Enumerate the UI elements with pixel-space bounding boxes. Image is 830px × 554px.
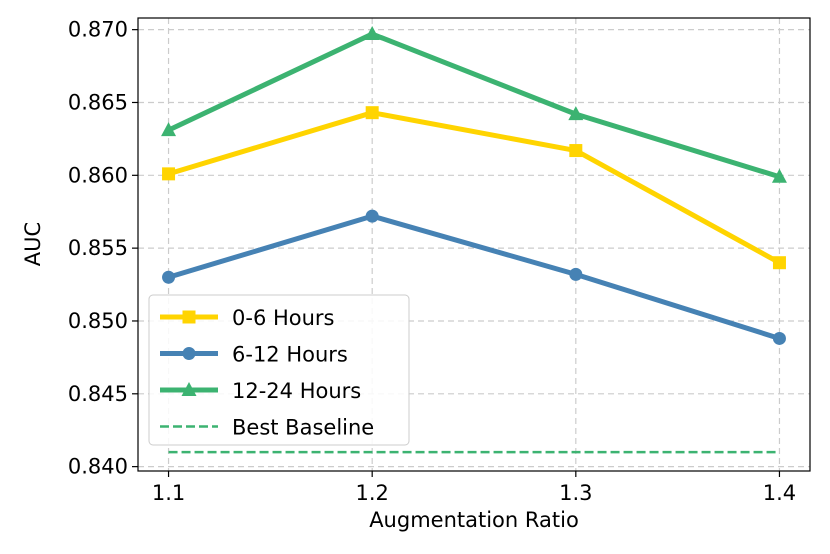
legend-label-6-12-hours: 6-12 Hours (232, 343, 348, 367)
series-line-6-12-hours (167, 213, 781, 341)
y-axis-label: AUC (21, 222, 45, 266)
data-point-12-24-hours (161, 122, 177, 137)
y-tick-label: 0.870 (68, 18, 128, 42)
axis-ticks: 1.1 1.2 1.3 1.4 0.840 0.845 0.850 0.855 0.860 0.8… (68, 18, 796, 505)
data-point-6-12-hours (365, 209, 379, 223)
legend: 0-6 Hours 6-12 Hours 12-24 Hours Best Basel… (148, 294, 410, 446)
markers-layer (161, 26, 787, 345)
x-tick-label: 1.1 (152, 481, 185, 505)
series-line-12-24-hours (167, 31, 781, 180)
legend-label-0-6-hours: 0-6 Hours (232, 306, 335, 330)
y-tick-label: 0.855 (68, 236, 128, 260)
data-point-0-6-hours (162, 167, 176, 181)
data-point-6-12-hours (772, 331, 786, 345)
x-axis-label: Augmentation Ratio (369, 508, 579, 532)
y-tick-label: 0.865 (68, 90, 128, 114)
data-point-6-12-hours (569, 267, 583, 281)
data-point-12-24-hours (771, 168, 787, 183)
legend-marker-12-24-hours (181, 382, 197, 396)
legend-label-12-24-hours: 12-24 Hours (232, 379, 361, 403)
data-point-0-6-hours (569, 144, 583, 158)
legend-label-best-baseline: Best Baseline (232, 416, 374, 440)
data-point-0-6-hours (772, 256, 786, 270)
data-point-12-24-hours (568, 106, 584, 121)
x-tick-label: 1.2 (355, 481, 388, 505)
x-tick-label: 1.4 (763, 481, 796, 505)
legend-marker-0-6-hours (182, 310, 196, 324)
y-tick-label: 0.860 (68, 163, 128, 187)
legend-box (148, 294, 410, 446)
series-line-0-6-hours (167, 110, 781, 265)
series-layer (167, 31, 781, 454)
y-tick-label: 0.840 (68, 455, 128, 479)
data-point-12-24-hours (364, 26, 380, 41)
y-tick-label: 0.850 (68, 309, 128, 333)
legend-marker-6-12-hours (182, 347, 196, 360)
y-tick-label: 0.845 (68, 382, 128, 406)
data-point-6-12-hours (162, 270, 176, 284)
legend-entries: 0-6 Hours 6-12 Hours 12-24 Hours Best Basel… (160, 306, 374, 440)
data-point-0-6-hours (365, 106, 379, 120)
x-tick-label: 1.3 (559, 481, 592, 505)
plot-frame (137, 17, 811, 472)
